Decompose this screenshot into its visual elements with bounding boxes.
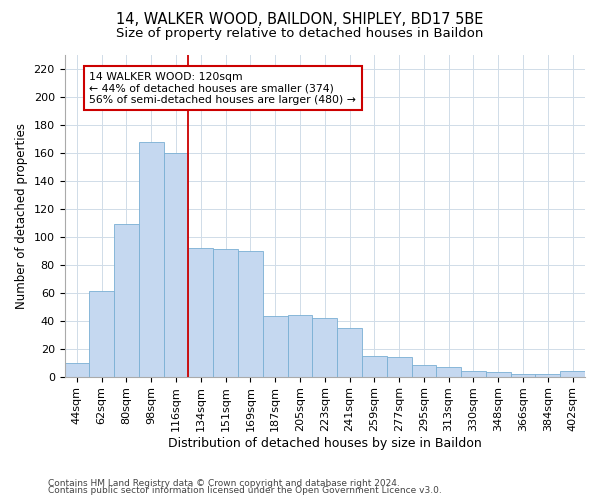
Text: 14 WALKER WOOD: 120sqm
← 44% of detached houses are smaller (374)
56% of semi-de: 14 WALKER WOOD: 120sqm ← 44% of detached…: [89, 72, 356, 105]
Bar: [65, 362, 89, 376]
Bar: [461, 371, 486, 376]
Bar: [263, 316, 287, 376]
Bar: [560, 371, 585, 376]
Bar: [213, 250, 238, 376]
Text: Size of property relative to detached houses in Baildon: Size of property relative to detached ho…: [116, 28, 484, 40]
Bar: [89, 292, 114, 376]
Bar: [164, 153, 188, 376]
Bar: [362, 356, 387, 376]
Text: Contains HM Land Registry data © Crown copyright and database right 2024.: Contains HM Land Registry data © Crown c…: [48, 478, 400, 488]
Bar: [486, 372, 511, 376]
X-axis label: Distribution of detached houses by size in Baildon: Distribution of detached houses by size …: [168, 437, 482, 450]
Bar: [511, 374, 535, 376]
Y-axis label: Number of detached properties: Number of detached properties: [15, 123, 28, 309]
Bar: [387, 357, 412, 376]
Bar: [337, 328, 362, 376]
Bar: [287, 315, 313, 376]
Bar: [139, 142, 164, 376]
Bar: [535, 374, 560, 376]
Text: Contains public sector information licensed under the Open Government Licence v3: Contains public sector information licen…: [48, 486, 442, 495]
Text: 14, WALKER WOOD, BAILDON, SHIPLEY, BD17 5BE: 14, WALKER WOOD, BAILDON, SHIPLEY, BD17 …: [116, 12, 484, 28]
Bar: [412, 366, 436, 376]
Bar: [313, 318, 337, 376]
Bar: [114, 224, 139, 376]
Bar: [188, 248, 213, 376]
Bar: [436, 367, 461, 376]
Bar: [238, 251, 263, 376]
